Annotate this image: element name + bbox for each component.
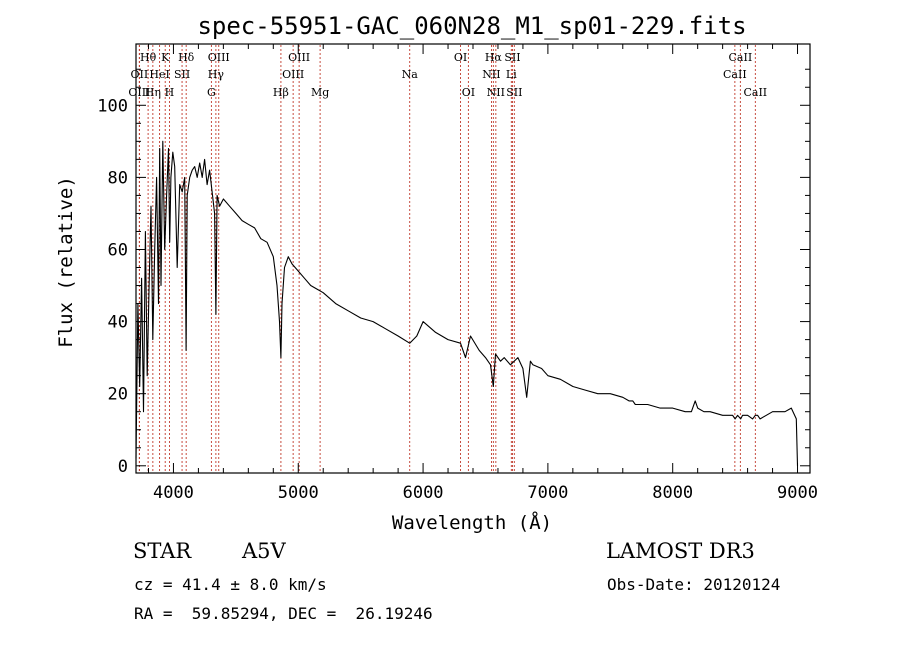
spectral-line-label: SII	[504, 51, 520, 64]
x-tick-label: 6000	[403, 483, 444, 503]
y-tick-label: 40	[108, 313, 128, 333]
object-subclass: A5V	[242, 539, 286, 563]
spectral-line-label: OI	[454, 51, 467, 64]
spectral-line-label: OIII	[208, 51, 230, 64]
spectral-line-label: Hβ	[273, 86, 289, 99]
spectral-line-label: Hθ	[140, 51, 157, 64]
spectral-line-label: NII	[487, 86, 505, 99]
spectral-line-label: OIII	[128, 86, 150, 99]
x-axis-label: Wavelength (Å)	[392, 511, 552, 534]
spectral-line-label: OIII	[282, 68, 304, 81]
x-tick-label: 9000	[777, 483, 818, 503]
x-tick-label: 4000	[153, 483, 194, 503]
object-class: STAR	[133, 539, 192, 563]
survey-name: LAMOST DR3	[606, 539, 755, 563]
spectral-line-label: Hη	[145, 86, 161, 99]
spectral-line-label: K	[161, 51, 170, 64]
spectral-line-label: Mg	[311, 86, 329, 99]
spectral-line-label: G	[207, 86, 216, 99]
plot-frame	[135, 43, 811, 474]
spectral-line-label: OIII	[288, 51, 310, 64]
x-tick-label: 5000	[278, 483, 319, 503]
x-tick-label: 7000	[527, 483, 568, 503]
spectral-line-label: Hδ	[178, 51, 195, 64]
obs-date: Obs-Date: 20120124	[607, 575, 781, 594]
y-tick-label: 80	[108, 168, 128, 188]
spectral-line-label: OII	[131, 68, 149, 81]
spectral-line-label: Na	[402, 68, 419, 81]
chart-title: spec-55951-GAC_060N28_M1_sp01-229.fits	[197, 12, 746, 40]
spectral-line-label: HeI	[149, 68, 169, 81]
y-axis-label: Flux (relative)	[55, 176, 77, 348]
spectral-line-label: OI	[462, 86, 475, 99]
spectral-line-label: H	[165, 86, 175, 99]
spectral-line-label: Hα	[485, 51, 503, 64]
spectral-line-label: CaII	[743, 86, 767, 99]
spectral-line-label: SII	[506, 86, 522, 99]
spectrum-series-line	[135, 140, 799, 466]
x-tick-label: 8000	[652, 483, 693, 503]
coordinates: RA = 59.85294, DEC = 26.19246	[134, 604, 433, 623]
y-tick-label: 0	[118, 457, 128, 477]
y-tick-label: 100	[97, 96, 128, 116]
spectral-line-label: CaII	[723, 68, 747, 81]
redshift-value: cz = 41.4 ± 8.0 km/s	[134, 575, 327, 594]
y-tick-label: 20	[108, 385, 128, 405]
spectral-line-label: CaII	[729, 51, 753, 64]
y-tick-label: 60	[108, 240, 128, 260]
spectral-line-label: Li	[506, 68, 517, 81]
spectral-line-label: NII	[482, 68, 500, 81]
spectral-line-label: SII	[174, 68, 190, 81]
spectral-line-label: Hγ	[208, 68, 225, 81]
